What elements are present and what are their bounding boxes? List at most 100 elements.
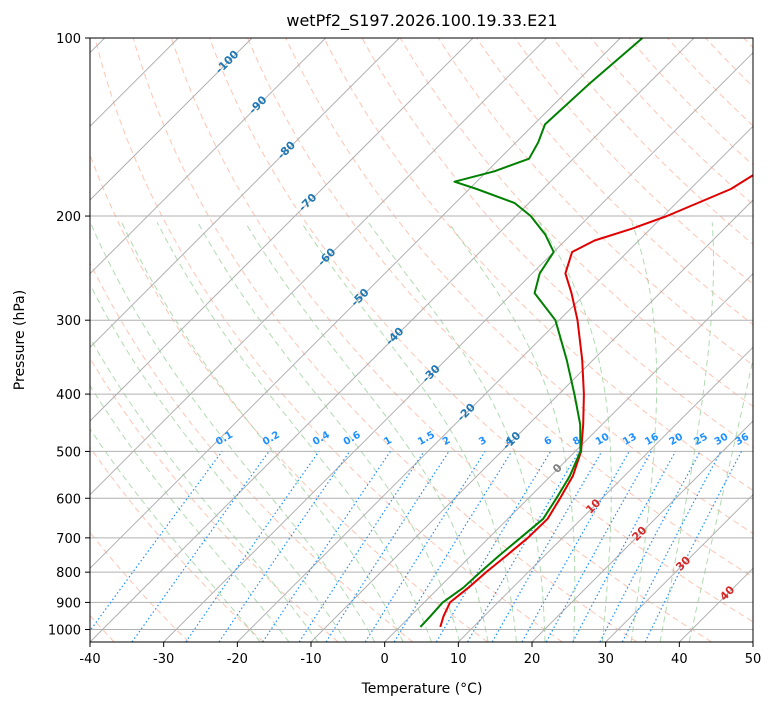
isotherm-line (90, 38, 327, 275)
dry-adiabat-line (90, 531, 190, 642)
y-tick-label: 200 (56, 210, 81, 225)
isotherm-line (236, 125, 753, 642)
mixing-ratio-label: 16 (643, 432, 661, 449)
y-tick-label: 1000 (48, 623, 81, 638)
x-tick-label: -30 (153, 652, 174, 667)
mixing-ratio-line (262, 451, 391, 642)
isotherm-line (384, 272, 753, 642)
dewpoint-line (419, 38, 644, 628)
dry-adiabat-line (90, 261, 414, 642)
temperature-line (439, 174, 753, 628)
x-tick-label: 0 (381, 652, 389, 667)
dry-adiabat-line (590, 38, 753, 206)
moist-adiabat-line (367, 222, 546, 642)
y-tick-label: 900 (56, 596, 81, 611)
mixing-ratio-line (599, 451, 701, 642)
y-axis-label: Pressure (hPa) (12, 290, 28, 390)
plot-frame (89, 37, 754, 643)
mixing-ratio-line (364, 451, 486, 642)
moist-adiabat-line (688, 356, 753, 642)
mixing-ratio-label: 13 (621, 432, 639, 449)
y-tick-label: 700 (56, 532, 81, 547)
isotherm-label: -70 (296, 191, 319, 214)
moist-adiabat-line (447, 222, 576, 642)
mixing-ratio-label: 4 (504, 435, 516, 448)
dry-adiabat-line (552, 38, 753, 245)
mixing-ratio-line (298, 451, 425, 642)
mixing-ratio-label: 8 (571, 435, 583, 448)
dry-adiabat-line (361, 38, 753, 449)
isotherm-line (90, 38, 548, 496)
isotherm-label: -50 (348, 286, 371, 309)
mixing-ratio-line (218, 451, 351, 642)
isotherm-line (90, 38, 400, 349)
isotherm-line (90, 38, 253, 201)
x-tick-label: 30 (597, 652, 614, 667)
mixing-ratio-line (621, 451, 722, 642)
mixing-ratio-line (393, 451, 513, 642)
y-tick-label: 800 (56, 566, 81, 581)
dry-adiabat-line (285, 38, 753, 535)
isotherm-label: 20 (629, 524, 649, 544)
isotherm-label: -60 (315, 245, 338, 268)
mixing-ratio-line (644, 451, 743, 642)
mixing-ratio-label: 3 (477, 435, 489, 448)
y-tick-label: 500 (56, 445, 81, 460)
moist-adiabat-line (659, 222, 714, 642)
moist-adiabat-line (90, 222, 376, 642)
x-tick-label: 40 (671, 652, 688, 667)
dry-adiabat-line (476, 38, 753, 326)
x-tick-label: -10 (300, 652, 321, 667)
x-tick-label: -20 (227, 652, 248, 667)
moist-adiabat-line (244, 222, 489, 642)
dry-adiabat-line (132, 38, 638, 642)
mixing-ratio-label: 0.1 (214, 430, 235, 448)
isotherm-line (90, 38, 695, 642)
moist-adiabat-line (156, 222, 432, 642)
mixing-ratio-label: 0.6 (342, 430, 363, 448)
moist-adiabat-line (90, 428, 261, 642)
x-tick-label: 10 (450, 652, 467, 667)
isotherm-line (531, 420, 753, 642)
mixing-ratio-line (185, 451, 320, 642)
mixing-ratio-line (545, 451, 652, 642)
isotherm-line (752, 641, 753, 642)
isotherm-line (457, 346, 753, 642)
mixing-ratio-label: 0.2 (261, 430, 282, 448)
dry-adiabat-line (743, 38, 753, 49)
x-axis-label: Temperature (°C) (361, 681, 483, 697)
dry-adiabat-line (90, 153, 488, 642)
y-tick-label: 600 (56, 492, 81, 507)
mixing-ratio-line (572, 451, 677, 642)
moist-adiabat-line (90, 283, 347, 642)
isotherm-label: 40 (717, 583, 737, 603)
isotherm-line (163, 51, 753, 642)
mixing-ratio-label: 2 (441, 435, 453, 448)
mixing-ratio-label: 20 (668, 432, 686, 449)
dry-adiabat-line (399, 38, 753, 408)
chart-title: wetPf2_S197.2026.100.19.33.E21 (286, 11, 557, 31)
moist-adiabat-line (121, 222, 404, 642)
moist-adiabat-line (300, 222, 517, 642)
dry-adiabat-line (170, 38, 712, 642)
dry-adiabat-line (514, 38, 753, 285)
mixing-ratio-line (90, 451, 223, 632)
isotherm-line (310, 199, 753, 642)
moist-adiabat-line (630, 222, 658, 642)
isotherm-line (90, 38, 474, 422)
mixing-ratio-line (435, 451, 552, 642)
mixing-ratio-label: 1 (382, 435, 394, 448)
dry-adiabat-line (247, 38, 753, 578)
mixing-ratio-label: 10 (594, 432, 612, 449)
dry-adiabat-line (705, 38, 753, 88)
moist-adiabat-line (197, 222, 461, 642)
x-tick-label: 20 (524, 652, 541, 667)
y-tick-label: 400 (56, 388, 81, 403)
mixing-ratio-line (131, 451, 270, 642)
dry-adiabat-line (94, 38, 563, 642)
moist-adiabat-line (90, 384, 290, 642)
y-tick-label: 300 (56, 314, 81, 329)
dry-adiabat-line (90, 357, 339, 642)
mixing-ratio-label: 6 (543, 435, 555, 448)
